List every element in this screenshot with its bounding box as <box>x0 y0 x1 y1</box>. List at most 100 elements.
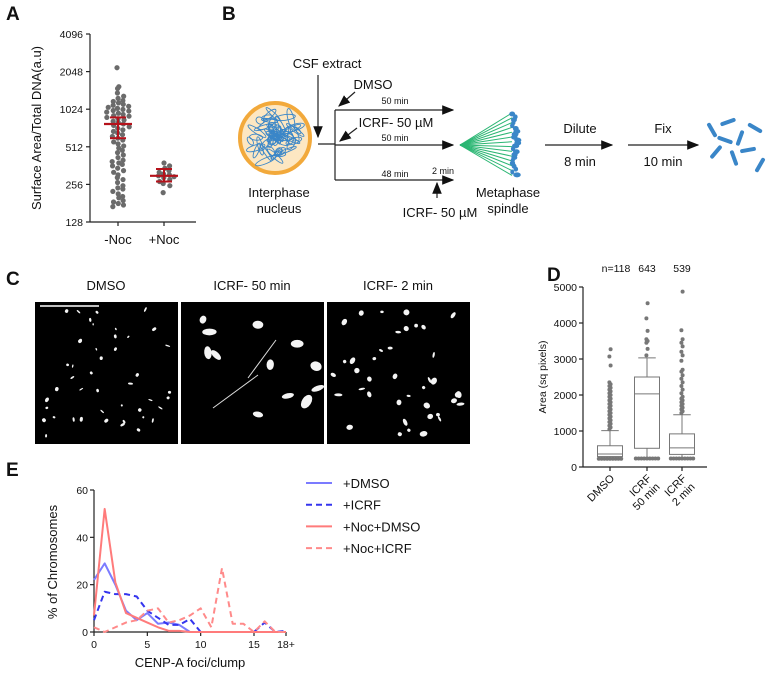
chromosome-signal <box>165 344 171 347</box>
outlier-point <box>644 337 649 342</box>
chromosome-signal <box>78 339 82 343</box>
outlier-point <box>682 456 687 461</box>
outlier-point <box>680 289 685 294</box>
data-point <box>110 107 116 114</box>
outlier-point <box>608 347 613 352</box>
chromosome-signal <box>346 424 353 430</box>
chromosome-signal <box>372 356 377 361</box>
x-tick-label: -Noc <box>104 232 132 247</box>
data-point <box>166 163 173 169</box>
outlier-point <box>642 456 647 461</box>
chromosome-signal <box>451 398 457 404</box>
data-point <box>114 85 121 92</box>
chromatin-loop <box>286 136 297 151</box>
chromatin-strand <box>212 374 259 409</box>
icrf-pointer <box>339 127 358 142</box>
outlier-point <box>679 340 684 345</box>
chromosome-signal <box>455 391 462 399</box>
chromosome-signal <box>414 323 418 328</box>
chromosome-signal <box>387 346 393 350</box>
microtubule <box>459 131 513 146</box>
chromosome-signal <box>252 320 264 329</box>
csf-extract-label: CSF extract <box>293 56 362 71</box>
time-label-1: 50 min <box>381 96 408 106</box>
outlier-point <box>679 384 684 388</box>
data-point <box>121 93 127 99</box>
chromosome <box>510 169 515 175</box>
fixed-chromosome <box>755 157 765 173</box>
chromosome-signal <box>52 416 56 419</box>
chromatin-loop <box>275 124 284 142</box>
dmso-pointer <box>338 91 356 107</box>
chromosome-signal <box>437 416 442 422</box>
data-point <box>119 132 126 138</box>
panel-label-a: A <box>6 4 20 25</box>
outlier-point <box>602 456 607 461</box>
y-tick-label: 20 <box>76 580 88 592</box>
data-point <box>126 124 132 130</box>
chromatin-loop <box>263 108 277 121</box>
chromatin-loop <box>275 147 287 157</box>
data-point <box>110 128 117 135</box>
chromosome-signal <box>427 413 434 420</box>
data-point <box>109 158 115 165</box>
time-label-2: 50 min <box>381 133 408 143</box>
chromosome-signal <box>202 328 217 336</box>
y-tick-label: 40 <box>76 532 88 544</box>
chromosome-signal <box>421 324 426 330</box>
data-point <box>116 195 122 201</box>
chromosome <box>513 172 521 178</box>
data-point <box>115 154 121 161</box>
chromosome-signal <box>252 411 264 418</box>
workflow-diagram: Interphase nucleus CSF extract DMSO 50 m… <box>238 56 765 220</box>
micrograph-title-dmso: DMSO <box>87 278 126 293</box>
n-label-icrf-2: 539 <box>673 263 691 275</box>
legend-label: +Noc+ICRF <box>343 541 412 556</box>
data-point <box>160 190 166 196</box>
x-tick-label: +Noc <box>149 232 180 247</box>
chromosome-signal <box>311 385 325 392</box>
chromosome-signal <box>281 392 294 399</box>
outlier-point <box>679 376 684 381</box>
outlier-point <box>607 354 612 359</box>
microtubule <box>459 144 513 148</box>
chromosome-signal <box>367 376 372 382</box>
outlier-point <box>680 456 684 461</box>
chromosome-signal <box>158 406 163 410</box>
dmso-label: DMSO <box>354 77 393 92</box>
chart-a-scatter: Surface Area/Total DNA(a.u) 128 256 512 102… <box>29 29 196 247</box>
outlier-point <box>619 456 624 461</box>
chromosome-signal <box>330 372 336 377</box>
chromosome-signal <box>392 373 398 380</box>
micrograph-icrf-50 <box>181 302 324 444</box>
microtubule <box>459 144 513 176</box>
data-point <box>105 104 111 110</box>
outlier-point <box>607 380 612 385</box>
n-label-icrf-50: 643 <box>638 263 656 275</box>
chromosome <box>513 166 519 172</box>
chromatin-loop <box>255 155 277 167</box>
chromosome-signal <box>341 318 348 326</box>
y-tick-label: 1024 <box>60 104 84 116</box>
x-tick-label: 18+ <box>277 639 295 651</box>
chromosome-signal <box>396 399 402 406</box>
data-point <box>114 65 120 71</box>
data-point <box>115 95 121 101</box>
chromosome-signal <box>166 396 170 400</box>
data-point <box>115 200 121 207</box>
series-line-icrf <box>93 590 287 633</box>
chromosome-signal <box>76 310 81 314</box>
chromosome-signal <box>148 399 153 402</box>
chromosome-signal <box>211 350 221 360</box>
chromosome-signal <box>358 310 364 316</box>
chromatin-loop <box>258 138 271 152</box>
data-point <box>120 168 127 174</box>
data-point <box>120 152 126 158</box>
outlier-point <box>679 358 684 363</box>
chromosome-signal <box>122 419 126 424</box>
outlier-point <box>647 456 652 461</box>
fix-time: 10 min <box>643 154 682 169</box>
chromatin-loop <box>267 148 284 164</box>
chromosome-signal <box>403 309 410 316</box>
